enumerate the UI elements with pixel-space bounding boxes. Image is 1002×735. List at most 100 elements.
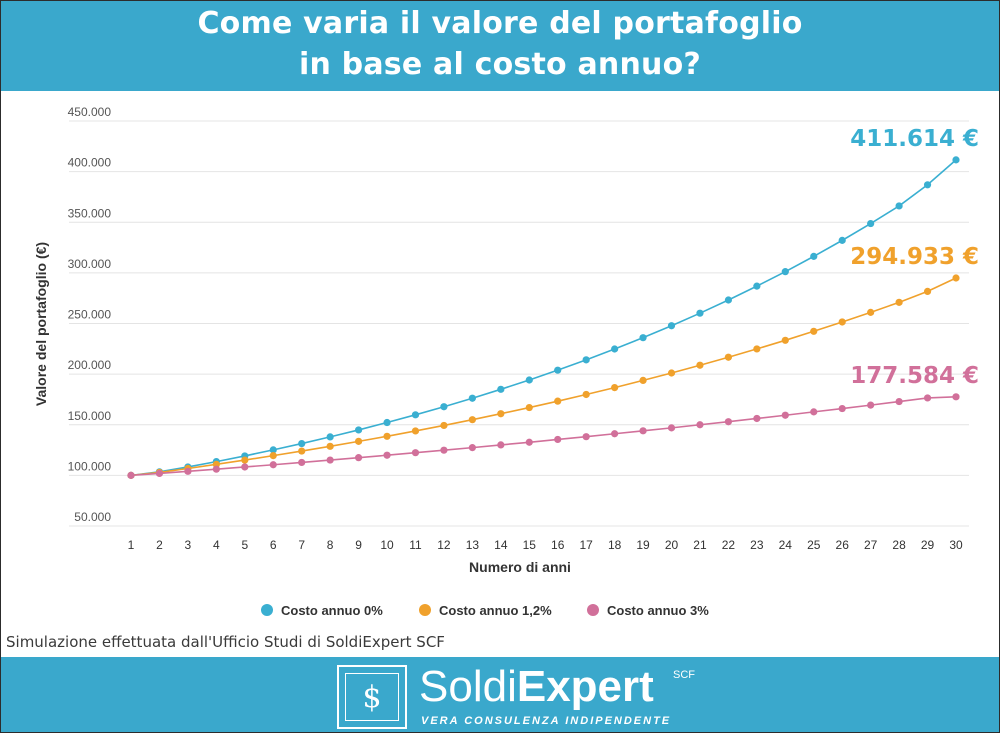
data-point bbox=[383, 432, 391, 440]
brand-name: SoldiExpert bbox=[419, 661, 654, 713]
data-point bbox=[867, 401, 875, 409]
legend-label: Costo annuo 1,2% bbox=[439, 603, 552, 618]
tagline: VERA CONSULENZA INDIPENDENTE bbox=[421, 715, 672, 727]
data-point bbox=[781, 336, 789, 344]
brand-part-2: Expert bbox=[516, 662, 654, 711]
logo-box: $ bbox=[337, 665, 407, 729]
y-tick-label: 350.000 bbox=[68, 206, 112, 220]
data-point bbox=[269, 446, 277, 454]
data-point bbox=[895, 202, 903, 210]
data-point bbox=[639, 334, 647, 342]
data-point bbox=[952, 393, 960, 401]
data-point bbox=[326, 442, 334, 450]
end-label: 411.614 € bbox=[850, 126, 979, 152]
legend-marker bbox=[419, 604, 431, 616]
data-point bbox=[952, 156, 960, 164]
x-tick-label: 15 bbox=[523, 538, 537, 552]
y-tick-label: 300.000 bbox=[68, 257, 112, 271]
data-point bbox=[753, 282, 761, 290]
data-point bbox=[383, 451, 391, 459]
data-point bbox=[781, 411, 789, 419]
data-point bbox=[468, 394, 476, 402]
x-tick-label: 18 bbox=[608, 538, 622, 552]
data-point bbox=[411, 427, 420, 435]
data-point bbox=[611, 383, 619, 392]
end-label: 294.933 € bbox=[850, 244, 979, 270]
data-point bbox=[667, 322, 676, 330]
data-point bbox=[696, 309, 704, 317]
line-chart: 50.000 100.000 150.000 200.000 250.000 300.00… bbox=[33, 105, 979, 618]
brand-part-1: Soldi bbox=[419, 662, 517, 711]
data-point bbox=[354, 454, 363, 462]
legend: Costo annuo 0% Costo annuo 1,2% Costo annu… bbox=[261, 603, 709, 618]
data-point bbox=[184, 467, 192, 475]
y-tick-label: 50.000 bbox=[74, 510, 111, 524]
series-line bbox=[130, 396, 957, 477]
footer-banner: $ SoldiExpert SCF VERA CONSULENZA INDIPE… bbox=[1, 657, 999, 732]
brand-superscript: SCF bbox=[673, 669, 695, 681]
x-tick-label: 6 bbox=[270, 538, 277, 552]
x-tick-label: 23 bbox=[750, 538, 764, 552]
legend-label: Costo annuo 0% bbox=[281, 603, 383, 618]
data-point bbox=[354, 437, 363, 445]
data-point bbox=[554, 397, 562, 405]
data-point bbox=[724, 296, 733, 304]
data-point bbox=[611, 430, 619, 438]
x-tick-label: 2 bbox=[156, 538, 163, 552]
data-point bbox=[411, 411, 420, 419]
y-tick-labels: 50.000 100.000 150.000 200.000 250.000 300.00… bbox=[68, 105, 112, 524]
data-point bbox=[753, 414, 761, 423]
data-point bbox=[212, 465, 220, 473]
title-line-2: in base al costo annuo? bbox=[299, 47, 701, 82]
data-point bbox=[611, 345, 619, 353]
title-line-1: Come varia il valore del portafoglio bbox=[197, 6, 803, 41]
grid-lines bbox=[69, 120, 969, 527]
data-point bbox=[838, 404, 846, 413]
y-tick-label: 200.000 bbox=[68, 358, 112, 372]
x-tick-label: 10 bbox=[380, 538, 394, 552]
x-tick-label: 16 bbox=[551, 538, 565, 552]
x-tick-label: 4 bbox=[213, 538, 220, 552]
data-point bbox=[525, 403, 533, 412]
data-point bbox=[298, 447, 306, 455]
x-tick-label: 3 bbox=[185, 538, 192, 552]
data-point bbox=[298, 439, 306, 448]
x-tick-label: 13 bbox=[466, 538, 480, 552]
data-point bbox=[497, 385, 505, 393]
data-point bbox=[411, 449, 420, 457]
y-tick-label: 100.000 bbox=[68, 459, 112, 473]
y-tick-label: 400.000 bbox=[68, 156, 112, 170]
data-point bbox=[895, 298, 903, 306]
data-point bbox=[582, 356, 590, 364]
data-point bbox=[810, 252, 818, 260]
data-point bbox=[468, 416, 476, 424]
data-point bbox=[127, 471, 135, 479]
caption-text: Simulazione effettuata dall'Ufficio Stud… bbox=[6, 633, 445, 651]
data-point bbox=[867, 219, 875, 228]
data-point bbox=[923, 181, 932, 189]
data-point bbox=[838, 236, 846, 244]
data-point bbox=[696, 361, 704, 369]
data-point bbox=[667, 369, 676, 377]
data-point bbox=[440, 403, 448, 411]
x-tick-label: 11 bbox=[409, 538, 422, 552]
data-point bbox=[923, 287, 932, 296]
data-point bbox=[838, 318, 846, 326]
y-tick-label: 450.000 bbox=[68, 105, 112, 119]
data-point bbox=[468, 444, 476, 452]
x-tick-label: 5 bbox=[241, 538, 248, 552]
data-point bbox=[582, 390, 590, 399]
series-line bbox=[130, 277, 957, 477]
data-point bbox=[354, 426, 363, 434]
data-point bbox=[867, 308, 875, 316]
series-line bbox=[130, 159, 957, 477]
data-point bbox=[269, 452, 277, 460]
data-point bbox=[810, 327, 818, 335]
data-point bbox=[525, 376, 533, 384]
data-point bbox=[696, 421, 704, 429]
dollar-icon: $ bbox=[345, 673, 399, 721]
data-point bbox=[667, 424, 676, 432]
data-point bbox=[923, 394, 932, 402]
x-tick-label: 27 bbox=[864, 538, 878, 552]
